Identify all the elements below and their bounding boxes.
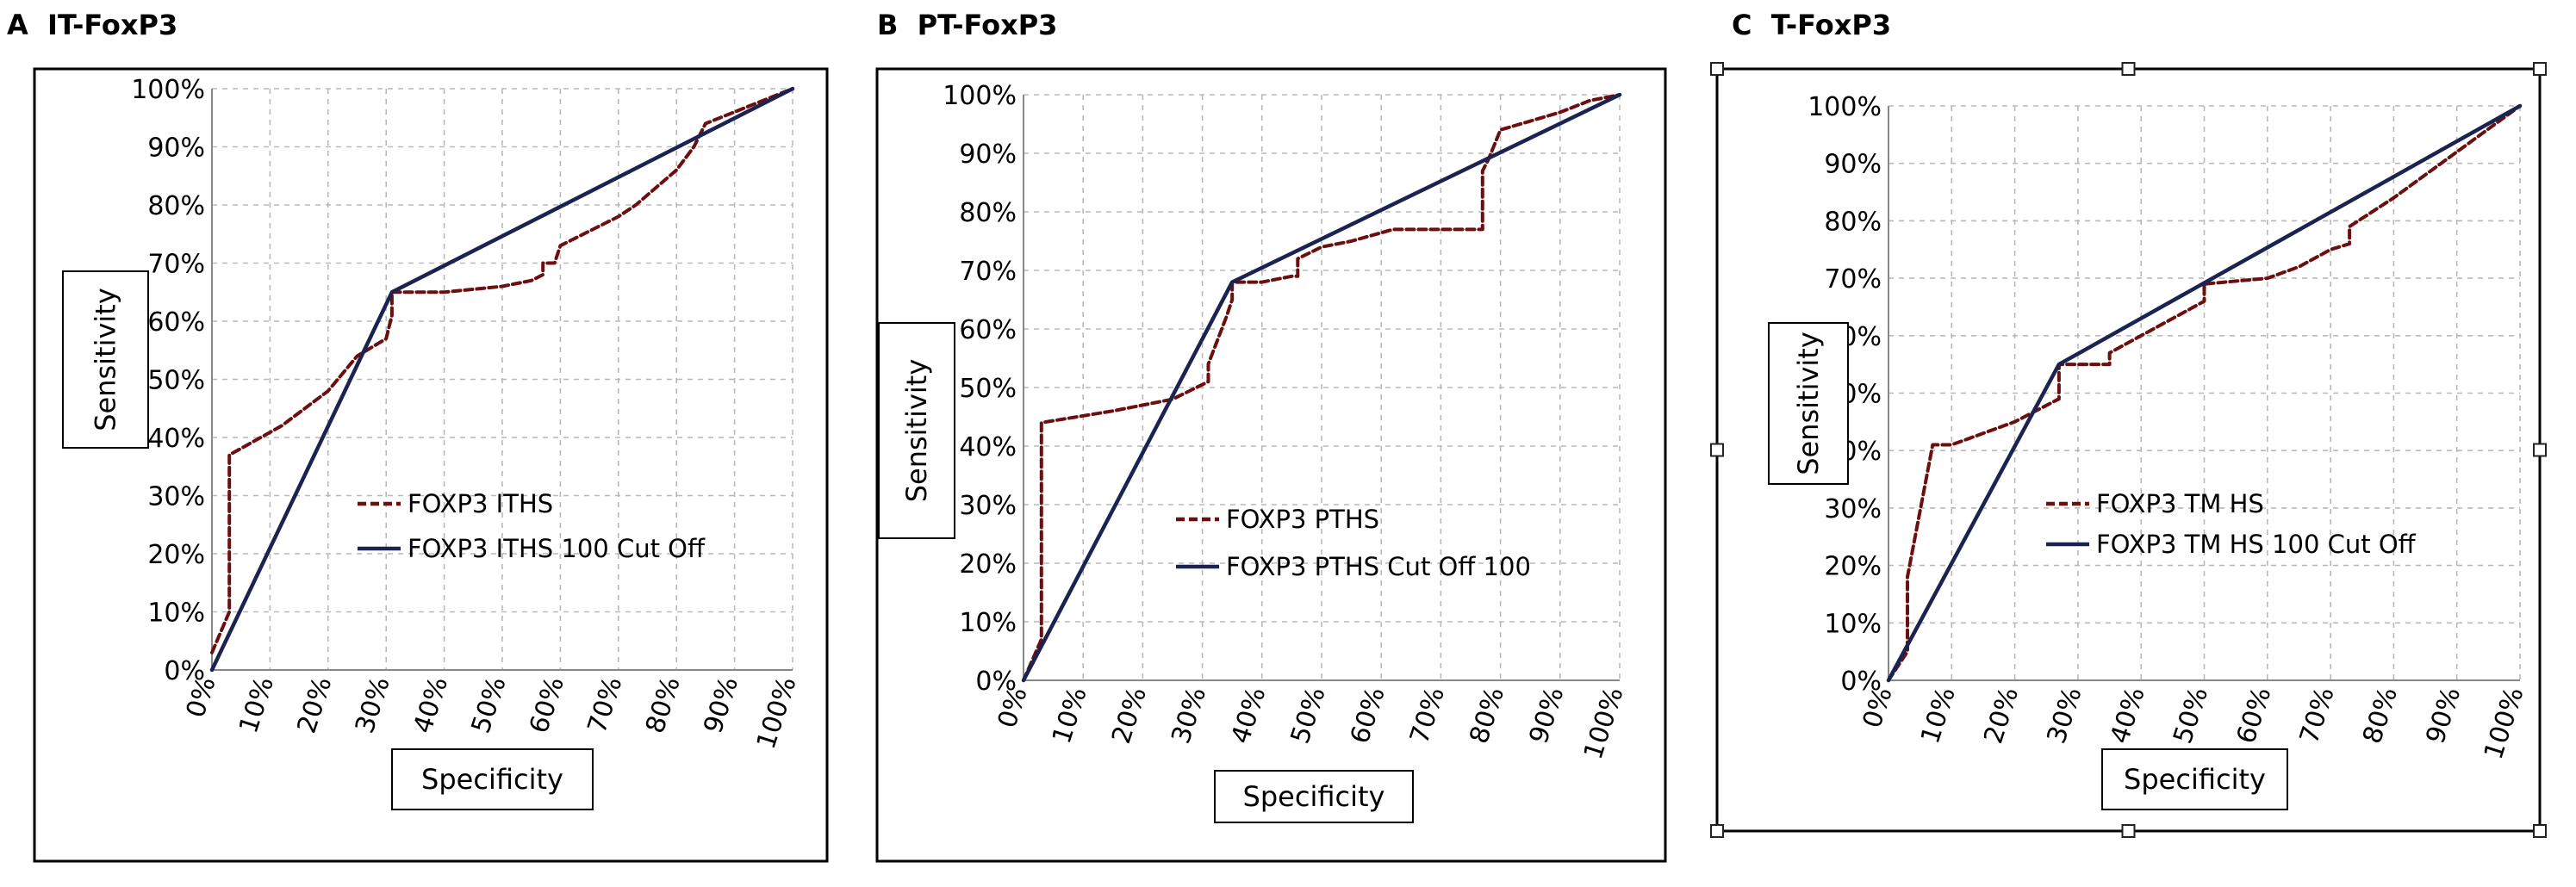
panel-c-x-tick-6: 60% — [2231, 684, 2278, 747]
resize-handle-4 — [1710, 443, 1724, 457]
panel-c-y-tick-7: 70% — [1824, 264, 1882, 295]
panel-c-x-tick-9: 90% — [2420, 684, 2467, 747]
panel-b-title: B PT-FoxP3 — [877, 9, 1057, 41]
panel-a-letter: A — [7, 9, 28, 41]
panel-c-xlabel-box — [2101, 748, 2288, 810]
panel-c-title: C T-FoxP3 — [1732, 9, 1891, 41]
panel-a-y-tick-6: 60% — [147, 307, 205, 338]
panel-c-y-tick-8: 80% — [1824, 207, 1882, 237]
panel-b-letter: B — [877, 9, 899, 41]
panel-c-y-tick-9: 90% — [1824, 150, 1882, 180]
panel-b-ylabel: Sensitivity — [900, 359, 933, 503]
panel-a-legend-label-2: FOXP3 ITHS 100 Cut Off — [408, 534, 706, 563]
panel-c-x-tick-2: 20% — [1978, 684, 2025, 747]
resize-handle-7 — [2121, 824, 2136, 838]
resize-handle-6 — [1710, 824, 1724, 838]
panel-c-y-tick-3: 30% — [1824, 494, 1882, 524]
panel-b-name: PT-FoxP3 — [917, 9, 1058, 41]
panel-c-y-tick-2: 20% — [1824, 552, 1882, 582]
panel-a-y-tick-10: 100% — [131, 75, 205, 105]
panel-a-y-tick-2: 20% — [147, 540, 205, 570]
panel-a-y-tick-7: 70% — [147, 250, 205, 280]
panel-b-legend-label-1: FOXP3 PTHS — [1226, 505, 1379, 534]
panel-c-x-tick-10: 100% — [2479, 684, 2530, 763]
panel-c-x-tick-8: 80% — [2357, 684, 2404, 747]
panel-b-xlabel-box — [1214, 770, 1414, 823]
panel-c-series-1-line — [1887, 104, 2522, 682]
panel-a-series-2-line — [209, 86, 795, 673]
panel-b-series-1-line — [1022, 93, 1621, 682]
panel-a-y-tick-5: 50% — [147, 366, 205, 396]
panel-a-y-tick-0: 0% — [164, 656, 205, 686]
resize-handle-2 — [2121, 62, 2136, 76]
panel-c-name: T-FoxP3 — [1770, 9, 1892, 41]
panel-b-y-tick-0: 0% — [975, 667, 1017, 697]
panel-c-x-tick-5: 50% — [2168, 684, 2214, 747]
panel-a-y-tick-8: 80% — [147, 191, 205, 221]
panel-c-y-tick-1: 10% — [1824, 609, 1882, 639]
panel-b-y-tick-10: 100% — [943, 81, 1017, 111]
panel-c-xlabel: Specificity — [2124, 763, 2266, 796]
panel-b-frame — [875, 67, 1667, 863]
panel-c-ylabel-box — [1768, 322, 1849, 485]
panel-a-name: IT-FoxP3 — [47, 9, 178, 41]
panel-a-y-tick-3: 30% — [147, 482, 205, 512]
resize-handle-8 — [2533, 824, 2547, 838]
panel-b-y-tick-2: 20% — [959, 549, 1017, 580]
panel-c-legend-label-2: FOXP3 TM HS 100 Cut Off — [2096, 530, 2417, 559]
panel-a-xlabel: Specificity — [421, 763, 563, 796]
panel-a-y-tick-1: 10% — [147, 599, 205, 629]
resize-handle-3 — [2533, 62, 2547, 76]
panel-a-ylabel-box — [62, 270, 149, 449]
panel-c-ylabel: Sensitivity — [1792, 332, 1825, 475]
resize-handle-5 — [2533, 443, 2547, 457]
panel-c-y-tick-10: 100% — [1808, 92, 1882, 122]
panel-b-y-tick-8: 80% — [959, 198, 1017, 228]
panel-c-legend-label-1: FOXP3 TM HS — [2096, 489, 2264, 518]
panel-c-x-tick-3: 30% — [2042, 684, 2088, 747]
panel-a-xlabel-box — [391, 748, 594, 810]
panel-b-legend-label-2: FOXP3 PTHS Cut Off 100 — [1226, 552, 1531, 581]
panel-c-x-tick-1: 10% — [1915, 684, 1962, 747]
panel-c-y-tick-0: 0% — [1840, 667, 1882, 697]
panel-b-ylabel-box — [878, 322, 955, 539]
panel-a-series-1-line — [210, 87, 794, 654]
panel-c-x-tick-4: 40% — [2105, 684, 2151, 747]
panel-b-y-tick-1: 10% — [959, 608, 1017, 638]
panel-c-series-2-line — [1886, 103, 2523, 683]
panel-b-xlabel: Specificity — [1243, 780, 1385, 813]
panel-a-legend-label-1: FOXP3 ITHS — [408, 489, 553, 518]
panel-a-y-tick-4: 40% — [147, 424, 205, 454]
panel-b-y-tick-7: 70% — [959, 257, 1017, 287]
panel-a-title: A IT-FoxP3 — [7, 9, 177, 41]
panel-b-y-tick-3: 30% — [959, 491, 1017, 521]
panel-b-series-2-line — [1021, 92, 1622, 683]
resize-handle-1 — [1710, 62, 1724, 76]
panel-c-letter: C — [1732, 9, 1752, 41]
panel-b-y-tick-9: 90% — [959, 140, 1017, 170]
panel-b-y-tick-4: 40% — [959, 432, 1017, 462]
panel-a-frame — [33, 67, 829, 863]
panel-b-y-tick-5: 50% — [959, 374, 1017, 404]
panel-c-x-tick-7: 70% — [2294, 684, 2341, 747]
panel-a-ylabel: Sensitivity — [90, 288, 122, 431]
panel-a-y-tick-9: 90% — [147, 133, 205, 164]
panel-b-y-tick-6: 60% — [959, 315, 1017, 345]
